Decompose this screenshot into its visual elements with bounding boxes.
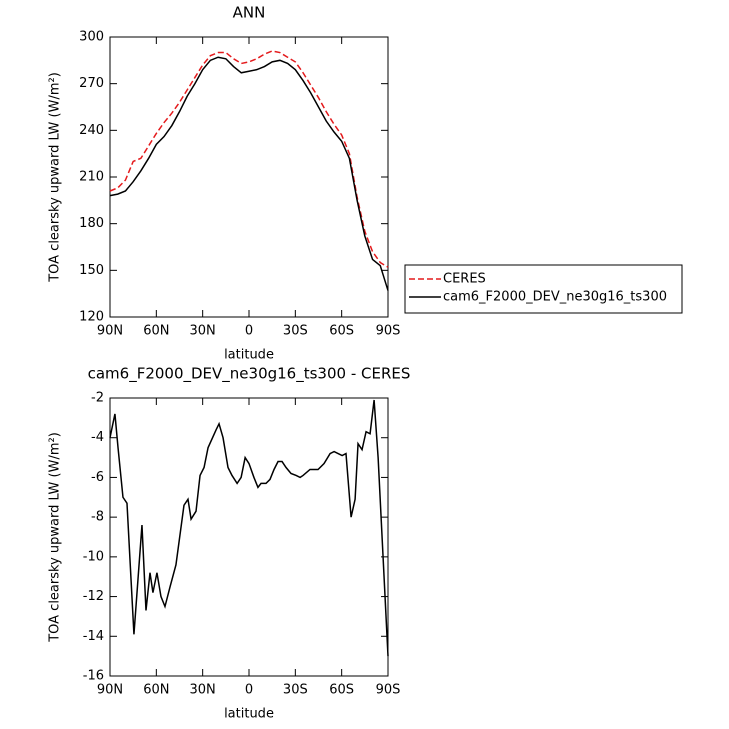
- y-axis-label: TOA clearsky upward LW (W/m²): [48, 72, 63, 283]
- x-tick-label: 60S: [329, 324, 354, 339]
- plot-frame: [109, 36, 389, 318]
- legend-label: cam6_F2000_DEV_ne30g16_ts300: [443, 290, 667, 305]
- y-tick-label: -10: [83, 549, 104, 564]
- y-tick-label: 300: [79, 30, 104, 45]
- x-axis-label: latitude: [224, 707, 274, 722]
- x-tick-label: 60N: [143, 683, 169, 698]
- y-tick-label: -14: [83, 629, 104, 644]
- y-tick-label: -2: [91, 391, 104, 406]
- legend-label: CERES: [443, 272, 486, 287]
- data-line: [109, 56, 389, 291]
- x-tick-label: 90S: [376, 324, 401, 339]
- chart-title: ANN: [233, 4, 266, 22]
- x-tick-label: 30N: [190, 683, 216, 698]
- x-tick-label: 90N: [97, 683, 123, 698]
- data-line: [109, 399, 389, 657]
- y-axis-label: TOA clearsky upward LW (W/m²): [48, 432, 63, 643]
- y-tick-label: -4: [91, 430, 104, 445]
- y-tick-label: 240: [79, 123, 104, 138]
- y-tick-label: 180: [79, 216, 104, 231]
- y-tick-label: 270: [79, 76, 104, 91]
- x-tick-label: 90S: [376, 683, 401, 698]
- x-tick-label: 90N: [97, 324, 123, 339]
- x-tick-label: 0: [245, 683, 253, 698]
- y-tick-label: -8: [91, 510, 104, 525]
- x-tick-label: 30N: [190, 324, 216, 339]
- x-axis-label: latitude: [224, 348, 274, 363]
- y-tick-label: 120: [79, 310, 104, 325]
- y-tick-label: 210: [79, 170, 104, 185]
- x-tick-label: 60N: [143, 324, 169, 339]
- x-tick-label: 30S: [283, 683, 308, 698]
- y-tick-label: -12: [83, 589, 104, 604]
- plot-frame: [109, 397, 389, 677]
- y-tick-label: -16: [83, 669, 104, 684]
- y-tick-label: -6: [91, 470, 104, 485]
- legend-box: [404, 264, 683, 314]
- x-tick-label: 30S: [283, 324, 308, 339]
- x-tick-label: 0: [245, 324, 253, 339]
- chart-title: cam6_F2000_DEV_ne30g16_ts300 - CERES: [88, 365, 411, 384]
- x-tick-label: 60S: [329, 683, 354, 698]
- data-line: [109, 50, 389, 268]
- y-tick-label: 150: [79, 263, 104, 278]
